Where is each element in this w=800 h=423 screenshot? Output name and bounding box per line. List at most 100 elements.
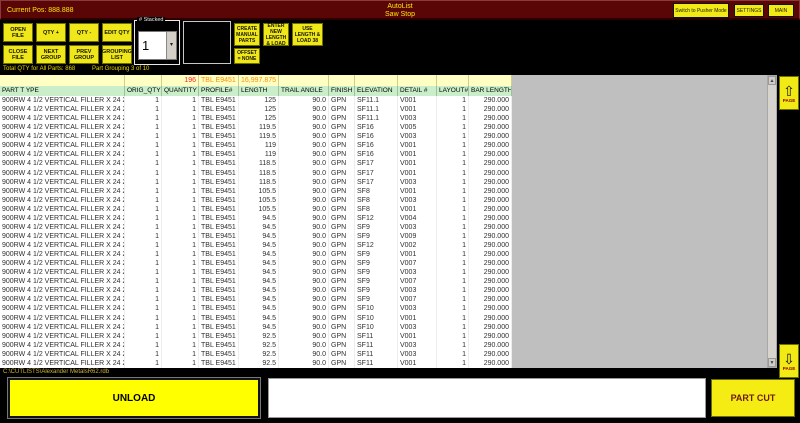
column-header: DETAIL # (398, 86, 437, 96)
table-cell: 290.000 (469, 204, 512, 214)
table-cell: 1 (125, 231, 162, 241)
table-row[interactable]: 900RW 4 1/2 VERTICAL FILLER X 24 2 1 1 TBL … (0, 123, 512, 133)
table-cell: 1 (125, 168, 162, 178)
table-row[interactable]: 900RW 4 1/2 VERTICAL FILLER X 24 2 1 1 TBL … (0, 331, 512, 341)
table-cell: SF8 (355, 204, 398, 214)
table-cell: V003 (398, 349, 437, 359)
close-file-button[interactable]: CLOSE FILE (3, 45, 33, 64)
message-display-box (268, 378, 706, 418)
create-manual-parts-button[interactable]: CREATE MANUAL PARTS (234, 23, 260, 46)
switch-to-pusher-mode-button[interactable]: Switch to Pusher Mode (673, 3, 729, 18)
table-cell: 1 (162, 132, 199, 142)
grouping-list-button[interactable]: GROUPING LIST (102, 45, 132, 64)
table-cell: 90.0 (279, 177, 329, 187)
table-cell: 90.0 (279, 277, 329, 287)
table-row[interactable]: 900RW 4 1/2 VERTICAL FILLER X 24 2 1 1 TBL … (0, 277, 512, 287)
enter-new-length-load-button[interactable]: ENTER NEW LENGTH & LOAD (263, 23, 289, 47)
qty-plus-button[interactable]: QTY + (36, 23, 66, 42)
table-row[interactable]: 900RW 4 1/2 VERTICAL FILLER X 24 2 1 1 TBL … (0, 105, 512, 115)
qty-minus-button[interactable]: QTY - (69, 23, 99, 42)
table-cell: 90.0 (279, 96, 329, 106)
page-down-button[interactable]: ⇩ PAGE (779, 344, 799, 378)
table-cell: 1 (437, 150, 469, 160)
table-row[interactable]: 900RW 4 1/2 VERTICAL FILLER X 24 2 1 1 TBL … (0, 340, 512, 350)
settings-button[interactable]: SETTINGS (734, 4, 764, 17)
table-row[interactable]: 900RW 4 1/2 VERTICAL FILLER X 24 2 1 1 TBL … (0, 186, 512, 196)
table-cell: 1 (125, 105, 162, 115)
table-cell: GPN (329, 132, 355, 142)
table-cell: 290.000 (469, 349, 512, 359)
table-row[interactable]: 900RW 4 1/2 VERTICAL FILLER X 24 2 1 1 TBL … (0, 195, 512, 205)
edit-qty-button[interactable]: EDIT QTY (102, 23, 132, 42)
offset-none-button[interactable]: OFFSET = NONE (234, 48, 260, 64)
table-cell: 1 (125, 177, 162, 187)
table-cell: V003 (398, 114, 437, 124)
table-row[interactable]: 900RW 4 1/2 VERTICAL FILLER X 24 2 1 1 TBL … (0, 241, 512, 251)
table-row[interactable]: 900RW 4 1/2 VERTICAL FILLER X 24 2 1 1 TBL … (0, 114, 512, 124)
table-row[interactable]: 900RW 4 1/2 VERTICAL FILLER X 24 2 1 1 TBL … (0, 96, 512, 106)
part-cut-button[interactable]: PART CUT (711, 379, 795, 417)
table-cell: SF12 (355, 213, 398, 223)
scrollbar-down-icon[interactable]: ▼ (768, 358, 776, 367)
table-cell: V001 (398, 204, 437, 214)
main-button[interactable]: MAIN (768, 4, 794, 17)
table-cell: GPN (329, 177, 355, 187)
table-cell: GPN (329, 204, 355, 214)
table-cell: 1 (162, 204, 199, 214)
prev-group-button[interactable]: PREV GROUP (69, 45, 99, 64)
table-row[interactable]: 900RW 4 1/2 VERTICAL FILLER X 24 2 1 1 TBL … (0, 132, 512, 142)
header-row: PART T YPE ORIG_QTY QUANTITY PROFILE# LENGTH… (0, 86, 512, 96)
unload-button[interactable]: UNLOAD (7, 377, 261, 419)
table-row[interactable]: 900RW 4 1/2 VERTICAL FILLER X 24 2 1 1 TBL … (0, 304, 512, 314)
column-header: LENGTH (239, 86, 279, 96)
table-cell: 90.0 (279, 322, 329, 332)
table-row[interactable]: 900RW 4 1/2 VERTICAL FILLER X 24 2 1 1 TBL … (0, 259, 512, 269)
table-cell: 90.0 (279, 331, 329, 341)
table-row[interactable]: 900RW 4 1/2 VERTICAL FILLER X 24 2 1 1 TBL … (0, 295, 512, 305)
table-row[interactable]: 900RW 4 1/2 VERTICAL FILLER X 24 2 1 1 TBL … (0, 213, 512, 223)
table-cell: 1 (162, 349, 199, 359)
table-cell: TBL E9451 (199, 241, 239, 251)
scrollbar-up-icon[interactable]: ▲ (768, 76, 776, 85)
table-cell: V001 (398, 168, 437, 178)
table-row[interactable]: 900RW 4 1/2 VERTICAL FILLER X 24 2 1 1 TBL … (0, 286, 512, 296)
table-cell: 90.0 (279, 114, 329, 124)
table-cell: 118.5 (239, 159, 279, 169)
table-cell: 900RW 4 1/2 VERTICAL FILLER X 24 2 (2, 286, 125, 296)
table-cell: V009 (398, 231, 437, 241)
table-cell: 90.0 (279, 213, 329, 223)
table-row[interactable]: 900RW 4 1/2 VERTICAL FILLER X 24 2 1 1 TBL … (0, 268, 512, 278)
table-row[interactable]: 900RW 4 1/2 VERTICAL FILLER X 24 2 1 1 TBL … (0, 150, 512, 160)
chevron-down-icon[interactable]: ▾ (166, 32, 176, 59)
table-body: 900RW 4 1/2 VERTICAL FILLER X 24 2 1 1 TBL … (0, 96, 512, 368)
table-row[interactable]: 900RW 4 1/2 VERTICAL FILLER X 24 2 1 1 TBL … (0, 349, 512, 359)
table-cell: 290.000 (469, 114, 512, 124)
table-cell: 290.000 (469, 231, 512, 241)
table-row[interactable]: 900RW 4 1/2 VERTICAL FILLER X 24 2 1 1 TBL … (0, 168, 512, 178)
table-cell: 90.0 (279, 204, 329, 214)
next-group-button[interactable]: NEXT GROUP (36, 45, 66, 64)
page-up-button[interactable]: ⇧ PAGE (779, 76, 799, 110)
table-cell: GPN (329, 141, 355, 151)
table-cell: 1 (162, 250, 199, 260)
table-row[interactable]: 900RW 4 1/2 VERTICAL FILLER X 24 2 1 1 TBL … (0, 250, 512, 260)
stacked-count-select[interactable]: 1 ▾ (138, 31, 177, 60)
table-row[interactable]: 900RW 4 1/2 VERTICAL FILLER X 24 2 1 1 TBL … (0, 322, 512, 332)
table-row[interactable]: 900RW 4 1/2 VERTICAL FILLER X 24 2 1 1 TBL … (0, 358, 512, 368)
table-cell: TBL E9451 (199, 114, 239, 124)
table-row[interactable]: 900RW 4 1/2 VERTICAL FILLER X 24 2 1 1 TBL … (0, 313, 512, 323)
table-row[interactable]: 900RW 4 1/2 VERTICAL FILLER X 24 2 1 1 TBL … (0, 141, 512, 151)
table-row[interactable]: 900RW 4 1/2 VERTICAL FILLER X 24 2 1 1 TBL … (0, 222, 512, 232)
table-scrollbar[interactable]: ▲ ▼ (767, 75, 777, 368)
open-file-button[interactable]: OPEN FILE (3, 23, 33, 42)
table-cell: 900RW 4 1/2 VERTICAL FILLER X 24 2 (2, 259, 125, 269)
table-cell: 290.000 (469, 250, 512, 260)
table-cell: GPN (329, 349, 355, 359)
table-row[interactable]: 900RW 4 1/2 VERTICAL FILLER X 24 2 1 1 TBL … (0, 204, 512, 214)
table-cell: 900RW 4 1/2 VERTICAL FILLER X 24 2 (2, 168, 125, 178)
table-row[interactable]: 900RW 4 1/2 VERTICAL FILLER X 24 2 1 1 TBL … (0, 159, 512, 169)
use-length-load-button[interactable]: USE LENGTH & LOAD 38 (292, 23, 323, 46)
table-cell: 900RW 4 1/2 VERTICAL FILLER X 24 2 (2, 241, 125, 251)
table-row[interactable]: 900RW 4 1/2 VERTICAL FILLER X 24 2 1 1 TBL … (0, 231, 512, 241)
table-row[interactable]: 900RW 4 1/2 VERTICAL FILLER X 24 2 1 1 TBL … (0, 177, 512, 187)
